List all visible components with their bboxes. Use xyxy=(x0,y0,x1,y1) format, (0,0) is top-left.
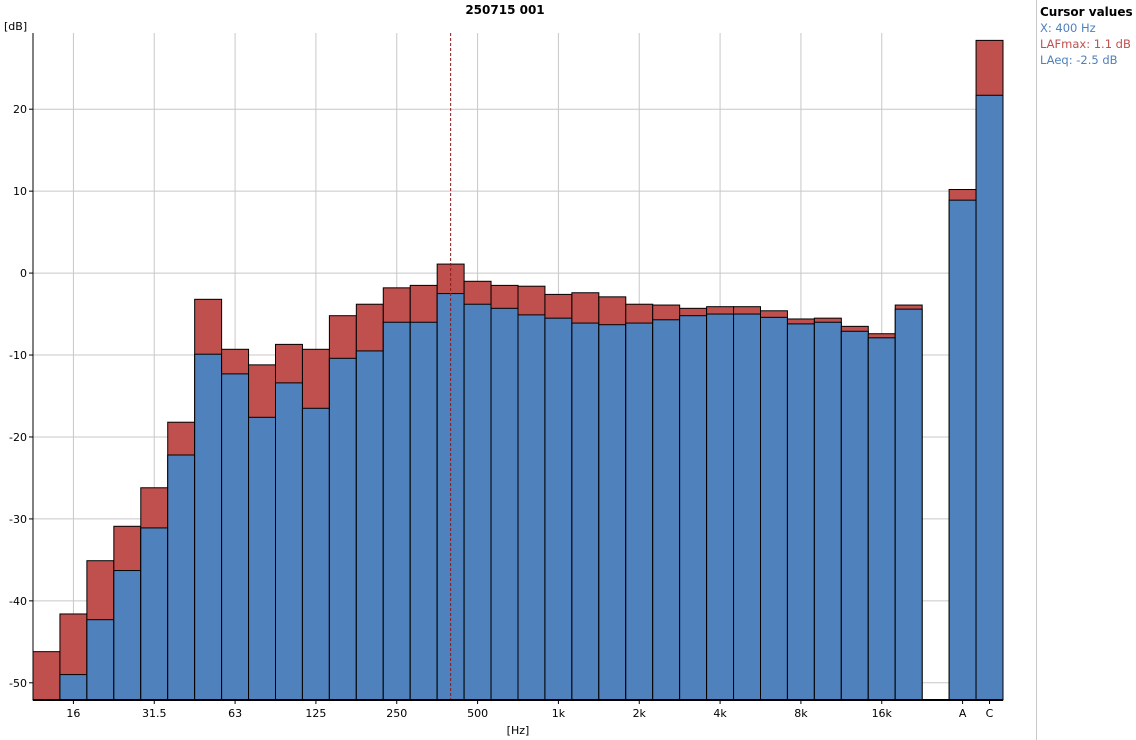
x-tick-label: 250 xyxy=(386,707,407,720)
cursor-x-value: X: 400 Hz xyxy=(1040,21,1096,35)
x-tick-label: 1k xyxy=(552,707,566,720)
cursor-values-heading: Cursor values xyxy=(1040,5,1133,19)
x-tick-label: 16k xyxy=(872,707,893,720)
x-tick-label: 8k xyxy=(794,707,808,720)
bar-laeq-2k xyxy=(625,322,654,701)
x-tick-label: 63 xyxy=(228,707,242,720)
y-tick-label: -10 xyxy=(9,349,27,362)
bar-laeq-4k xyxy=(706,313,735,701)
bar-laeq-20 xyxy=(86,619,115,701)
x-tick-label: 16 xyxy=(66,707,80,720)
bar-laeq-25 xyxy=(113,570,142,701)
bar-laeq-50 xyxy=(194,353,223,701)
bar-laeq-1.6k xyxy=(598,324,627,701)
y-tick-label: 0 xyxy=(20,267,27,280)
bar-laeq-6.3k xyxy=(760,316,788,701)
x-tick-label: 125 xyxy=(305,707,326,720)
x-tick-label: 2k xyxy=(633,707,647,720)
y-tick-label: -50 xyxy=(9,677,27,690)
x-tick-label: 500 xyxy=(467,707,488,720)
bar-laeq-630 xyxy=(490,307,519,701)
bar-laeq-C xyxy=(975,94,1004,701)
bar-laeq-80 xyxy=(248,416,277,701)
x-tick-label: 31.5 xyxy=(142,707,167,720)
cursor-values-panel: Cursor values X: 400 Hz LAFmax: 1.1 dB L… xyxy=(1036,0,1136,740)
bar-laeq-12.5k xyxy=(840,330,869,701)
bar-laeq-16 xyxy=(59,674,88,701)
bar-laeq-20k xyxy=(894,308,923,701)
x-tick-label: C xyxy=(986,707,994,720)
y-tick-label: -20 xyxy=(9,431,27,444)
bar-laeq-160 xyxy=(328,357,357,701)
x-tick-label: 4k xyxy=(713,707,727,720)
bar-laeq-315 xyxy=(409,321,438,701)
cursor-laeq-value: LAeq: -2.5 dB xyxy=(1040,53,1118,67)
bar-laeq-500 xyxy=(463,303,492,701)
bar-laeq-1k xyxy=(544,317,573,701)
bar-laeq-3.15k xyxy=(679,315,708,701)
bar-laeq-5k xyxy=(733,313,761,701)
bar-laeq-40 xyxy=(167,454,196,701)
x-axis-label: [Hz] xyxy=(507,724,530,737)
bar-laeq-63 xyxy=(221,373,250,701)
bar-laeq-1.25k xyxy=(571,322,600,701)
y-axis-label: [dB] xyxy=(4,20,27,33)
bar-laeq-200 xyxy=(355,350,384,701)
bar-laeq-250 xyxy=(382,321,411,701)
bar-laeq-10k xyxy=(813,321,842,701)
spectrum-chart[interactable]: -50 -40 -30 -20 -10 0 10 20 16 31.5 63 125 250 500 1k 2… xyxy=(0,0,1036,740)
x-tick-label: A xyxy=(959,707,967,720)
y-tick-label: -40 xyxy=(9,595,27,608)
y-tick-label: 10 xyxy=(13,185,27,198)
bar-laeq-800 xyxy=(517,314,546,701)
y-tick-label: 20 xyxy=(13,103,27,116)
chart-title: 250715 001 xyxy=(465,3,545,17)
y-tick-label: -30 xyxy=(9,513,27,526)
bar-laeq-125 xyxy=(301,407,330,701)
bar-laeq-8k xyxy=(786,323,815,701)
bar-laeq-100 xyxy=(275,382,303,701)
cursor-lafmax-value: LAFmax: 1.1 dB xyxy=(1040,37,1131,51)
bar-laeq-A xyxy=(948,199,977,701)
bar-lafmax-12.5 xyxy=(32,651,61,701)
bar-laeq-31.5 xyxy=(140,527,169,701)
bar-laeq-16k xyxy=(867,337,896,701)
bar-laeq-2.5k xyxy=(652,319,681,701)
